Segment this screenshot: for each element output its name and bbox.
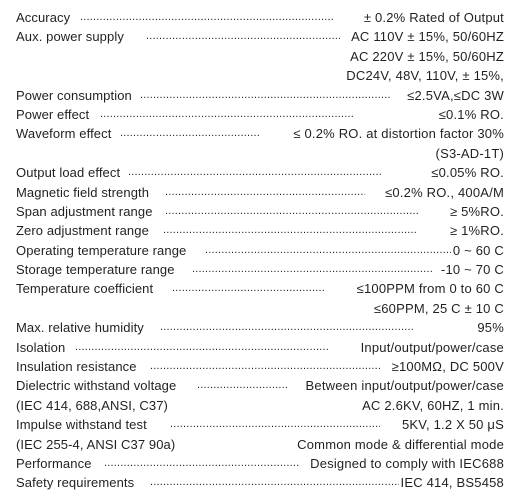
spec-label: Output load effect <box>16 163 122 183</box>
leader-dots: ........................................… <box>205 243 455 256</box>
spec-value: AC 220V ± 15%, 50/60HZ <box>348 46 504 67</box>
spec-value: AC 2.6KV, 60HZ, 1 min. <box>360 395 504 416</box>
spec-label: Power consumption <box>16 85 133 105</box>
spec-value: DC24V, 48V, 110V, ± 15%, <box>344 66 504 86</box>
spec-value: ≤ 0.2% RO. at distortion factor 30% <box>291 124 504 144</box>
spec-row: Performance.............................… <box>0 453 531 474</box>
spec-value: ≥100MΩ, DC 500V <box>389 357 504 377</box>
spec-row: Magnetic field strength.................… <box>0 182 531 202</box>
spec-label: (IEC 414, 688,ANSI, C37) <box>16 395 169 416</box>
spec-label: (IEC 255-4, ANSI C37 90a) <box>16 434 177 454</box>
spec-label: Impulse withstand test <box>16 415 148 435</box>
spec-value: ≤0.05% RO. <box>429 163 504 183</box>
spec-label: Isolation <box>16 337 67 358</box>
spec-label: Max. relative humidity <box>16 318 145 338</box>
leader-dots: ........................................… <box>146 30 340 43</box>
spec-row: (IEC 414, 688,ANSI, C37) AC 2.6KV, 60HZ, … <box>0 395 531 416</box>
spec-label: Dielectric withstand voltage <box>16 376 178 396</box>
spec-label: Waveform effect <box>16 124 113 144</box>
leader-dots: ........................................… <box>128 166 382 179</box>
spec-row: Isolation...............................… <box>0 337 531 358</box>
leader-dots: ........................................… <box>192 263 432 276</box>
spec-label: Aux. power supply <box>16 27 125 47</box>
spec-value: ≤0.2% RO., 400A/M <box>383 182 504 202</box>
spec-row: ≤60PPM, 25 C ± 10 C <box>0 298 531 319</box>
spec-row: Span adjustment range...................… <box>0 201 531 222</box>
spec-label: Safety requirements <box>16 473 136 493</box>
spec-value: ≤100PPM from 0 to 60 C <box>354 279 504 299</box>
spec-row: Operating temperature range.............… <box>0 240 531 261</box>
spec-value: ≤0.1% RO. <box>436 104 504 125</box>
leader-dots: ........................................… <box>160 321 414 334</box>
spec-label: Power effect <box>16 104 91 125</box>
spec-value: ≥ 1%RO. <box>447 221 504 241</box>
spec-row: (IEC 255-4, ANSI C37 90a) Common mode & d… <box>0 434 531 454</box>
spec-value: ≥ 5%RO. <box>447 201 504 222</box>
leader-dots: ........................................… <box>165 185 365 198</box>
spec-value: 0 ~ 60 C <box>450 240 504 261</box>
spec-value: 5KV, 1.2 X 50 μS <box>399 415 504 435</box>
spec-row: DC24V, 48V, 110V, ± 15%, <box>0 66 531 86</box>
spec-row: AC 220V ± 15%, 50/60HZ <box>0 46 531 67</box>
leader-dots: ........................................… <box>163 224 417 237</box>
spec-value: ≤2.5VA,≤DC 3W <box>405 85 504 105</box>
spec-row: Aux. power supply.......................… <box>0 27 531 47</box>
spec-value: Input/output/power/case <box>358 337 504 358</box>
spec-row: Safety requirements.....................… <box>0 473 531 493</box>
spec-label: Performance <box>16 453 93 474</box>
spec-row: Power consumption.......................… <box>0 85 531 105</box>
leader-dots: ........................................… <box>197 379 287 392</box>
spec-row: Insulation resistance...................… <box>0 357 531 377</box>
spec-row: Storage temperature range...............… <box>0 260 531 280</box>
leader-dots: ........................................… <box>170 418 380 431</box>
leader-dots: ........................................… <box>150 476 404 489</box>
leader-dots: ........................................… <box>104 456 299 469</box>
leader-dots: ........................................… <box>150 360 380 373</box>
spec-value: ≤60PPM, 25 C ± 10 C <box>371 298 504 319</box>
leader-dots: ........................................… <box>140 88 390 101</box>
spec-row: Waveform effect.........................… <box>0 124 531 144</box>
spec-row: Impulse withstand test..................… <box>0 415 531 435</box>
spec-row: Dielectric withstand voltage............… <box>0 376 531 396</box>
spec-row: Max. relative humidity..................… <box>0 318 531 338</box>
spec-label: Span adjustment range <box>16 201 154 222</box>
spec-row: Accuracy................................… <box>0 8 531 28</box>
spec-value: Common mode & differential mode <box>295 434 504 454</box>
spec-row: Output load effect......................… <box>0 163 531 183</box>
spec-label: Temperature coefficient <box>16 279 155 299</box>
leader-dots: ........................................… <box>165 204 419 217</box>
leader-dots: ........................................… <box>120 127 260 140</box>
spec-label: Operating temperature range <box>16 240 188 261</box>
spec-value: (S3-AD-1T) <box>433 143 504 164</box>
spec-value: -10 ~ 70 C <box>438 260 504 280</box>
spec-label: Accuracy <box>16 8 72 28</box>
spec-label: Zero adjustment range <box>16 221 150 241</box>
leader-dots: ........................................… <box>100 107 354 120</box>
spec-value: Between input/output/power/case <box>303 376 504 396</box>
spec-label: Insulation resistance <box>16 357 138 377</box>
leader-dots: ........................................… <box>80 11 334 23</box>
spec-value: ± 0.2% Rated of Output <box>361 8 504 28</box>
spec-row: Zero adjustment range...................… <box>0 221 531 241</box>
spec-value: IEC 414, BS5458 <box>398 473 504 493</box>
spec-row: Power effect............................… <box>0 104 531 125</box>
spec-label: Magnetic field strength <box>16 182 151 202</box>
spec-value: 95% <box>475 318 504 338</box>
spec-value: AC 110V ± 15%, 50/60HZ <box>349 27 504 47</box>
spec-table: Accuracy................................… <box>0 8 531 493</box>
leader-dots: ........................................… <box>75 340 329 353</box>
spec-label: Storage temperature range <box>16 260 176 280</box>
spec-value: Designed to comply with IEC688 <box>308 453 504 474</box>
spec-row: (S3-AD-1T) <box>0 143 531 164</box>
spec-row: Temperature coefficient.................… <box>0 279 531 299</box>
leader-dots: ........................................… <box>172 282 324 295</box>
